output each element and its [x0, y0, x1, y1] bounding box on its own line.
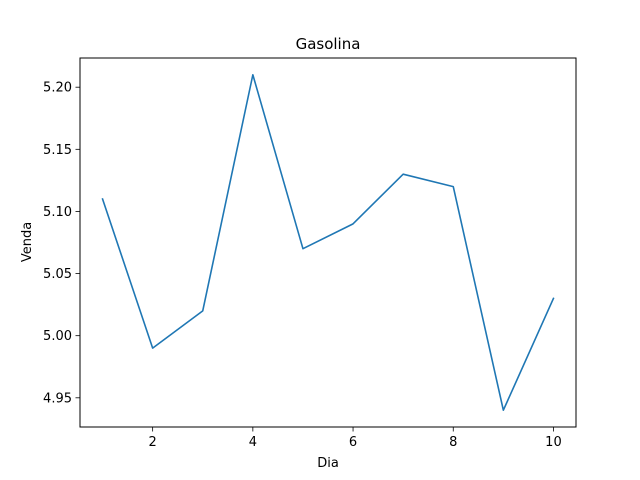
y-tick-label: 5.20 [43, 81, 72, 96]
x-axis-label: Dia [317, 456, 339, 471]
y-tick-label: 5.05 [43, 267, 72, 282]
x-tick-label: 8 [449, 435, 457, 450]
y-tick-label: 5.15 [43, 143, 72, 158]
chart-title: Gasolina [296, 35, 361, 53]
y-axis-label: Venda [20, 222, 35, 262]
axes-frame [79, 57, 577, 428]
series-line-0 [101, 73, 555, 412]
y-tick-label: 5.10 [43, 205, 72, 220]
x-tick-label: 10 [545, 435, 562, 450]
y-tick-label: 5.00 [43, 329, 72, 344]
x-axis: 2 4 6 8 10 [149, 427, 562, 450]
x-tick-label: 2 [149, 435, 157, 450]
x-tick-label: 4 [249, 435, 257, 450]
y-tick-label: 4.95 [43, 391, 72, 406]
x-tick-label: 6 [349, 435, 357, 450]
y-axis: 4.95 5.00 5.05 5.10 5.15 5.20 [43, 81, 80, 406]
plot-area [101, 73, 555, 412]
